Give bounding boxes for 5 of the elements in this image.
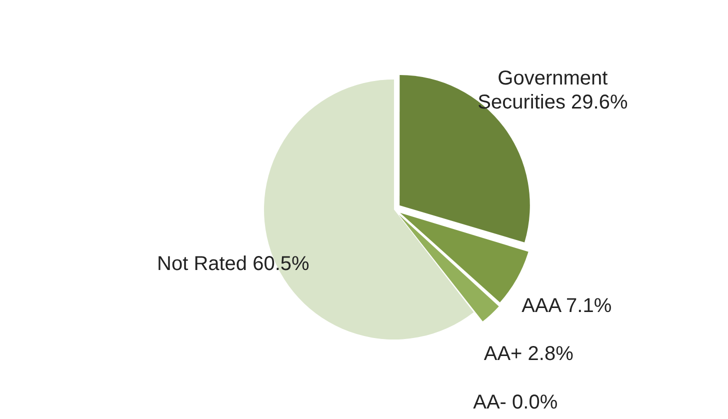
category-label: AA- 0.0% xyxy=(473,392,558,414)
slice-label: Not Rated 60.5% xyxy=(157,253,310,276)
slice-label: AAA 7.1% xyxy=(522,295,612,318)
slice-label: Government Securities 29.6% xyxy=(478,68,628,114)
slice-label: AA+ 2.8% xyxy=(484,343,574,366)
